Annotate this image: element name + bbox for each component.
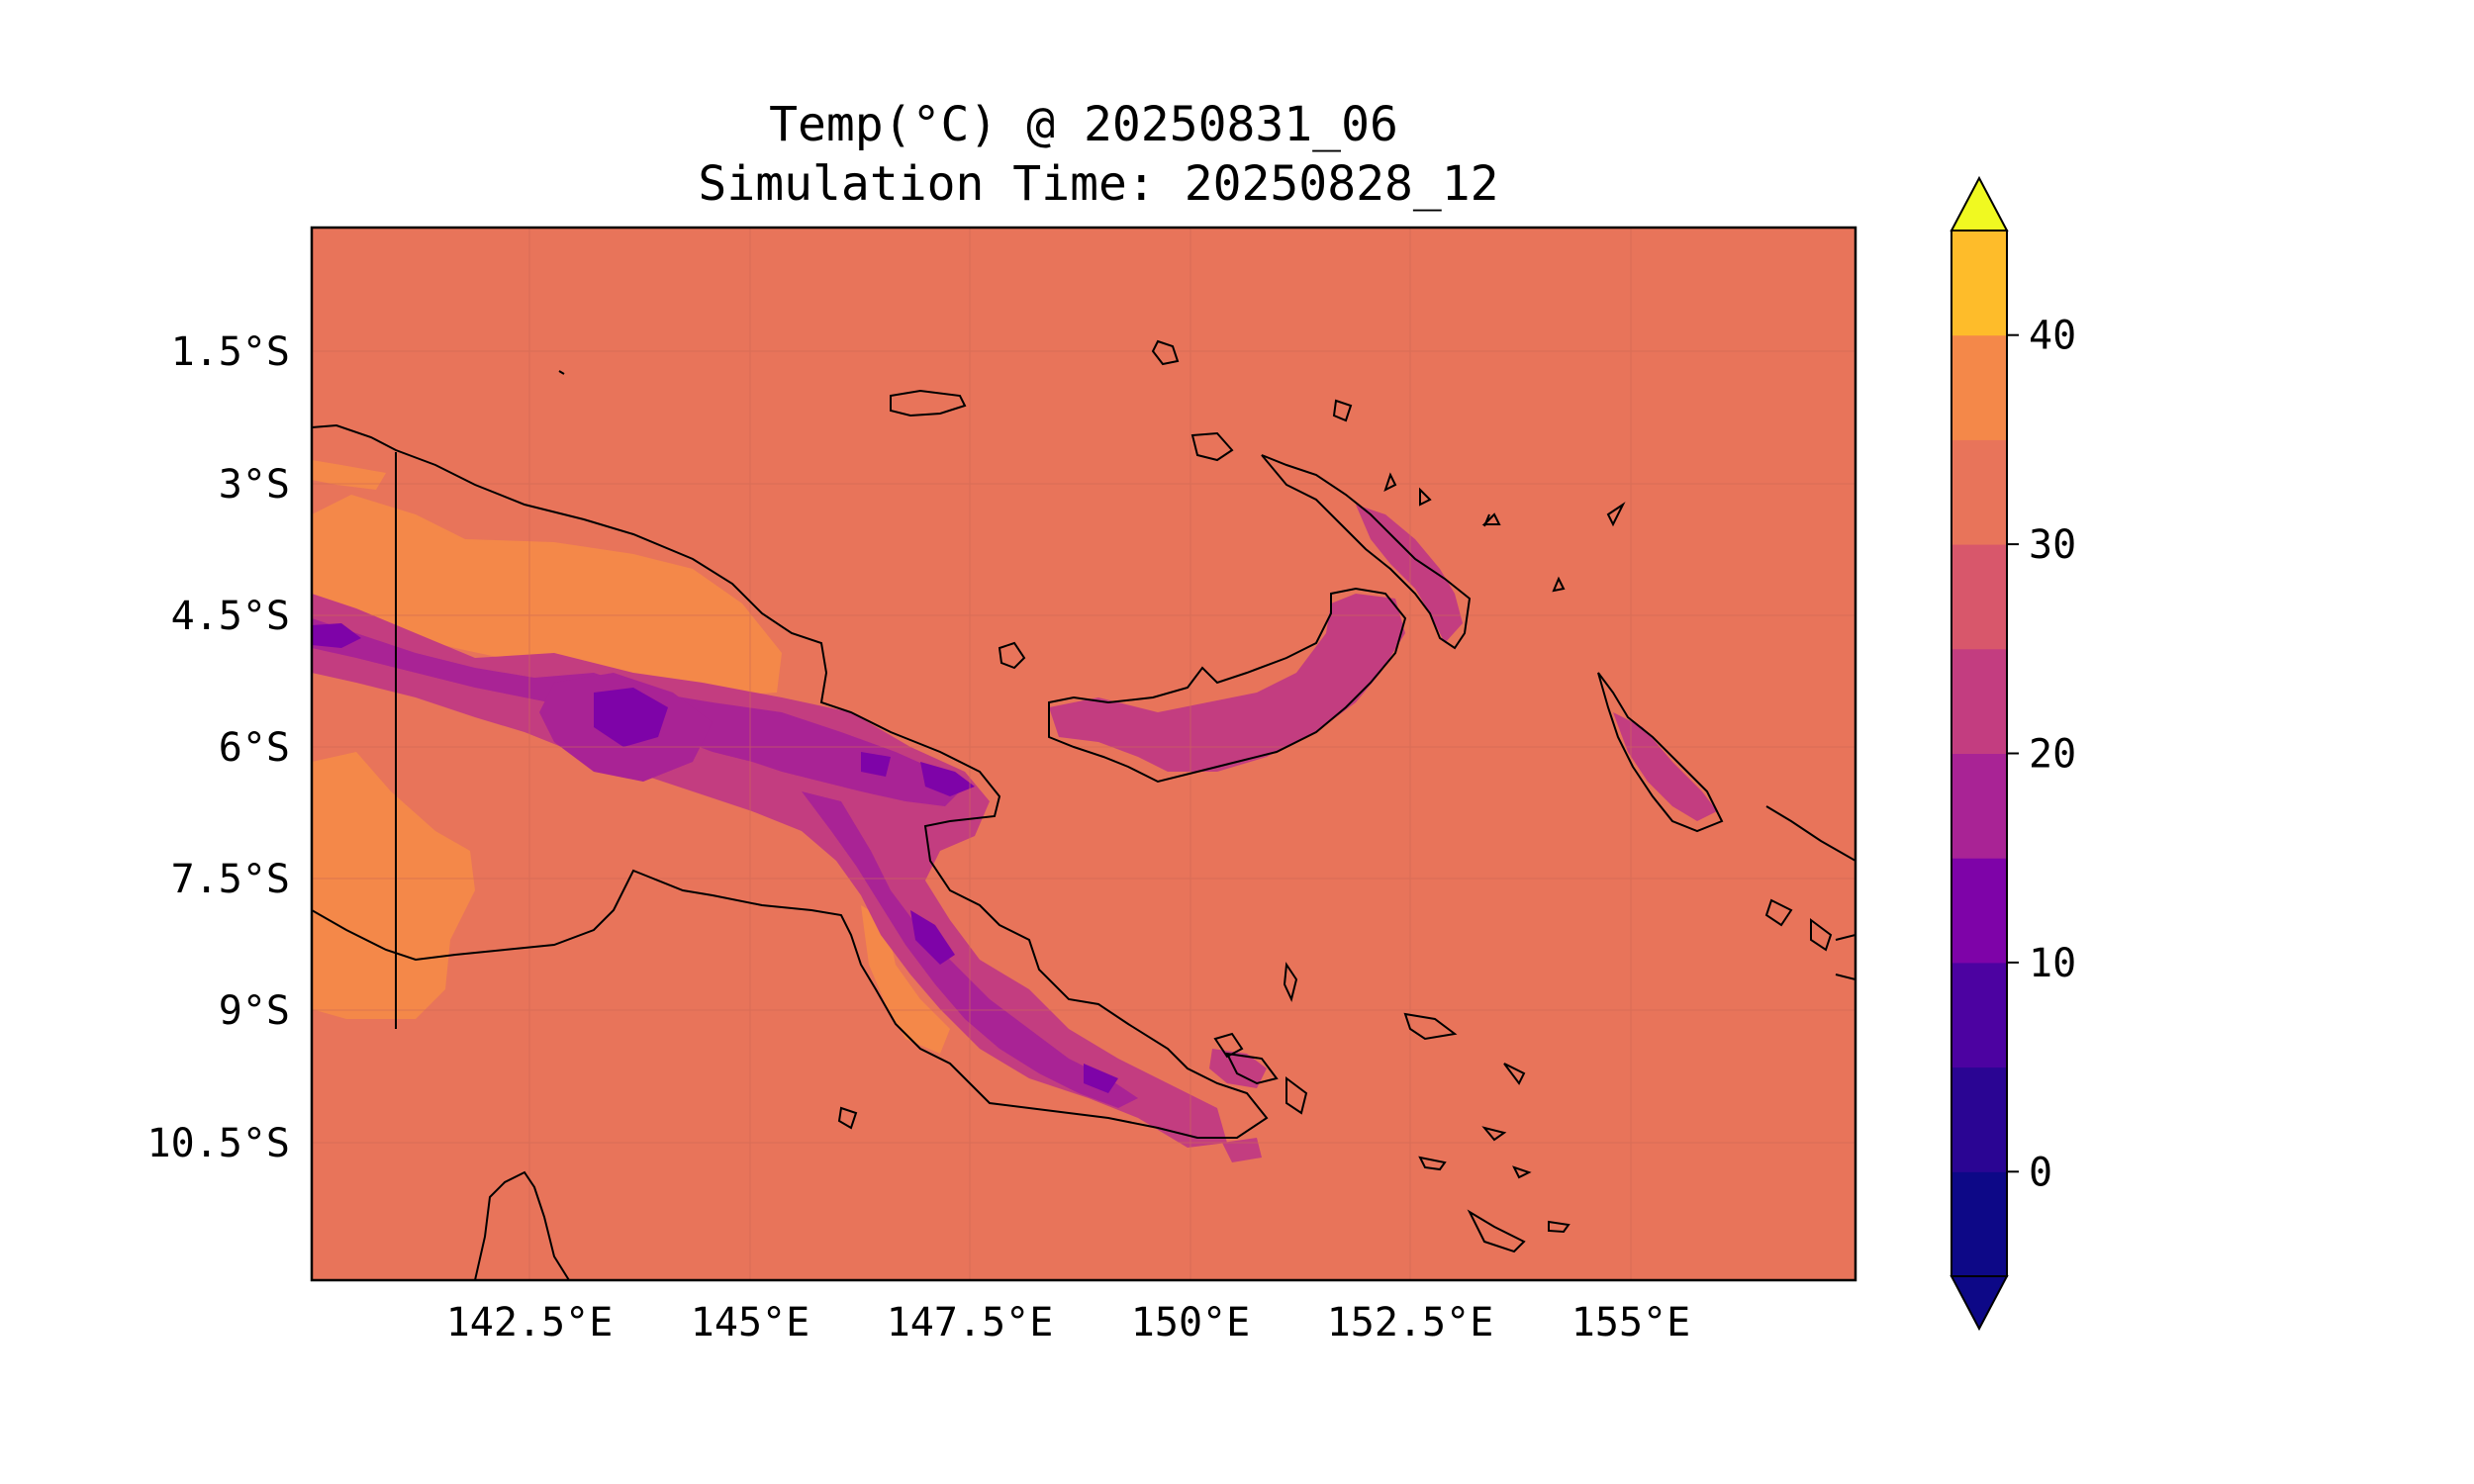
lat-tick-label: 6°S xyxy=(219,725,290,771)
lon-tick-label: 147.5°E xyxy=(887,1300,1054,1345)
lat-tick-label: 10.5°S xyxy=(147,1121,291,1166)
contour-cold-spot-4 xyxy=(910,910,1118,1093)
colorbar-tick-label: 30 xyxy=(2029,522,2076,568)
contour-cold-spot-3 xyxy=(861,752,975,796)
contour-highland-islands xyxy=(1209,1049,1267,1162)
contour-lowland-south xyxy=(312,752,475,1019)
contour-lowland-strip xyxy=(312,460,386,490)
small-islands xyxy=(558,339,1626,1253)
colorbar-band xyxy=(1951,231,2007,336)
colorbar-tick-label: 0 xyxy=(2029,1150,2052,1195)
colorbar: 0 10 20 30 40 xyxy=(1950,175,2076,1332)
colorbar-band xyxy=(1951,1171,2007,1277)
colorbar-band xyxy=(1951,544,2007,650)
bougainville-coast xyxy=(1597,672,1724,833)
solomons-coast xyxy=(1764,805,1856,980)
new-ireland-coast xyxy=(1261,454,1472,650)
lat-tick-label: 1.5°S xyxy=(171,329,290,375)
contour-highland-bougainville xyxy=(1613,712,1717,821)
colorbar-bands xyxy=(1951,231,2007,1277)
temperature-field xyxy=(312,460,1717,1162)
gridlines xyxy=(312,228,1856,1280)
colorbar-band xyxy=(1951,648,2007,754)
lon-tick-label: 155°E xyxy=(1571,1300,1690,1345)
lat-tick-label: 3°S xyxy=(219,462,290,508)
title-line-2: Simulation Time: 20250828_12 xyxy=(698,156,1498,212)
map-panel xyxy=(310,226,1857,1282)
contour-cold-spot-2 xyxy=(312,623,361,648)
colorbar-band xyxy=(1951,962,2007,1068)
colorbar-band xyxy=(1951,439,2007,545)
x-axis-ticks: 142.5°E 145°E 147.5°E 150°E 152.5°E 155°… xyxy=(446,1300,1691,1345)
cape-york-coast xyxy=(474,1170,570,1280)
y-axis-ticks: 1.5°S 3°S 4.5°S 6°S 7.5°S 9°S 10.5°S xyxy=(147,329,291,1166)
contour-highland-newbritain xyxy=(1049,594,1405,772)
colorbar-band xyxy=(1951,858,2007,964)
colorbar-under-arrow xyxy=(1950,1275,2009,1332)
title-line-1: Temp(°C) @ 20250831_06 xyxy=(769,97,1398,152)
colorbar-ticks: 0 10 20 30 40 xyxy=(2007,314,2076,1195)
map-background xyxy=(312,228,1856,1280)
colorbar-over-arrow xyxy=(1950,175,2009,232)
new-britain-coast xyxy=(1048,587,1407,784)
colorbar-tick-label: 20 xyxy=(2029,732,2076,778)
colorbar-band xyxy=(1951,753,2007,859)
new-guinea-coast xyxy=(312,423,1269,1139)
contour-lowland-north xyxy=(312,495,782,697)
lon-tick-label: 150°E xyxy=(1131,1300,1250,1345)
coastlines xyxy=(312,339,1856,1280)
colorbar-tick-label: 10 xyxy=(2029,941,2076,986)
lat-tick-label: 4.5°S xyxy=(171,594,290,639)
colorbar-band xyxy=(1951,334,2007,440)
lat-tick-label: 9°S xyxy=(219,988,290,1034)
contour-highland-newireland xyxy=(1356,505,1463,643)
colorbar-band xyxy=(1951,1067,2007,1172)
colorbar-tick-label: 40 xyxy=(2029,314,2076,359)
manus-island xyxy=(890,389,967,417)
map-frame xyxy=(310,226,1857,1282)
lon-tick-label: 142.5°E xyxy=(446,1300,614,1345)
lon-tick-label: 152.5°E xyxy=(1327,1300,1494,1345)
contour-cold-spot-1 xyxy=(594,688,668,747)
lon-tick-label: 145°E xyxy=(691,1300,809,1345)
lat-tick-label: 7.5°S xyxy=(171,857,290,902)
contour-lowland-east xyxy=(861,905,950,1054)
